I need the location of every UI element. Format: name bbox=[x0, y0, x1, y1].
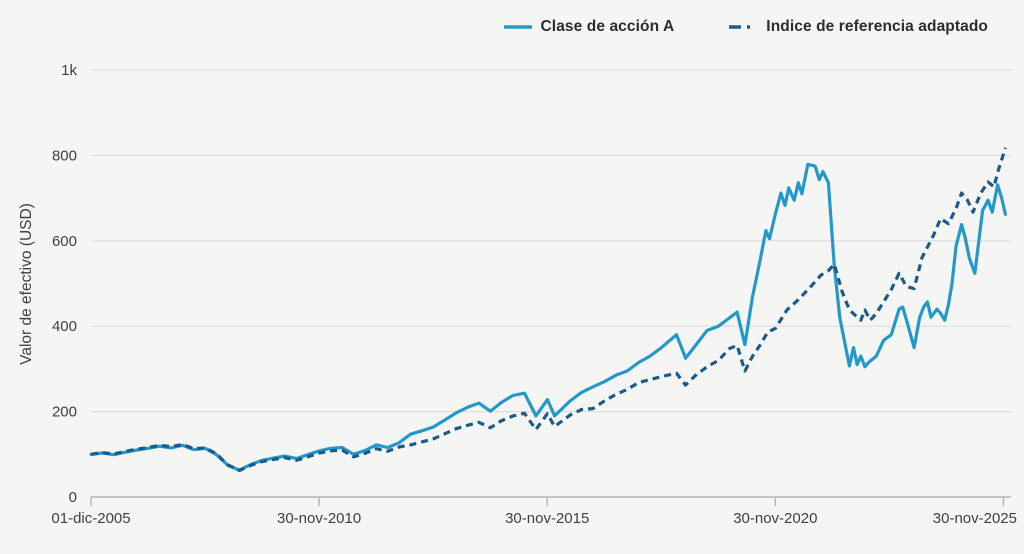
y-tick-label: 400 bbox=[52, 318, 77, 335]
axes bbox=[90, 496, 1011, 506]
y-tick-label: 1k bbox=[61, 62, 77, 79]
benchmark-line bbox=[90, 147, 1007, 473]
series-a-line-swatch-icon bbox=[503, 25, 532, 29]
series-a-line bbox=[89, 162, 1007, 472]
x-tick-label: 30-nov-2015 bbox=[505, 510, 589, 527]
chart-legend: Clase de acción A Indice de referencia a… bbox=[503, 18, 989, 36]
legend-item-series-a[interactable]: Clase de acción A bbox=[503, 18, 675, 36]
legend-label-benchmark: Indice de referencia adaptado bbox=[766, 18, 988, 35]
x-tick-label: 30-nov-2010 bbox=[277, 510, 361, 527]
x-tick-label: 30-nov-2025 bbox=[933, 510, 1017, 527]
y-tick-label: 800 bbox=[52, 147, 77, 164]
x-tick-label: 01-dic-2005 bbox=[51, 510, 130, 527]
y-tick-label: 0 bbox=[69, 489, 77, 506]
y-tick-label: 200 bbox=[52, 404, 77, 421]
gridlines bbox=[91, 69, 1011, 413]
legend-label-series-a: Clase de acción A bbox=[540, 18, 675, 35]
data-series bbox=[89, 147, 1007, 473]
y-axis-title: Valor de efectivo (USD) bbox=[18, 203, 35, 365]
benchmark-dash-dot-swatch-icon bbox=[729, 25, 758, 29]
axis-labels: 0 200 400 600 800 1k 01-dic-2005 30-nov-2010 30-… bbox=[51, 62, 1017, 527]
y-tick-label: 600 bbox=[52, 233, 77, 250]
x-tick-label: 30-nov-2020 bbox=[733, 510, 817, 527]
legend-item-benchmark[interactable]: Indice de referencia adaptado bbox=[728, 18, 988, 36]
